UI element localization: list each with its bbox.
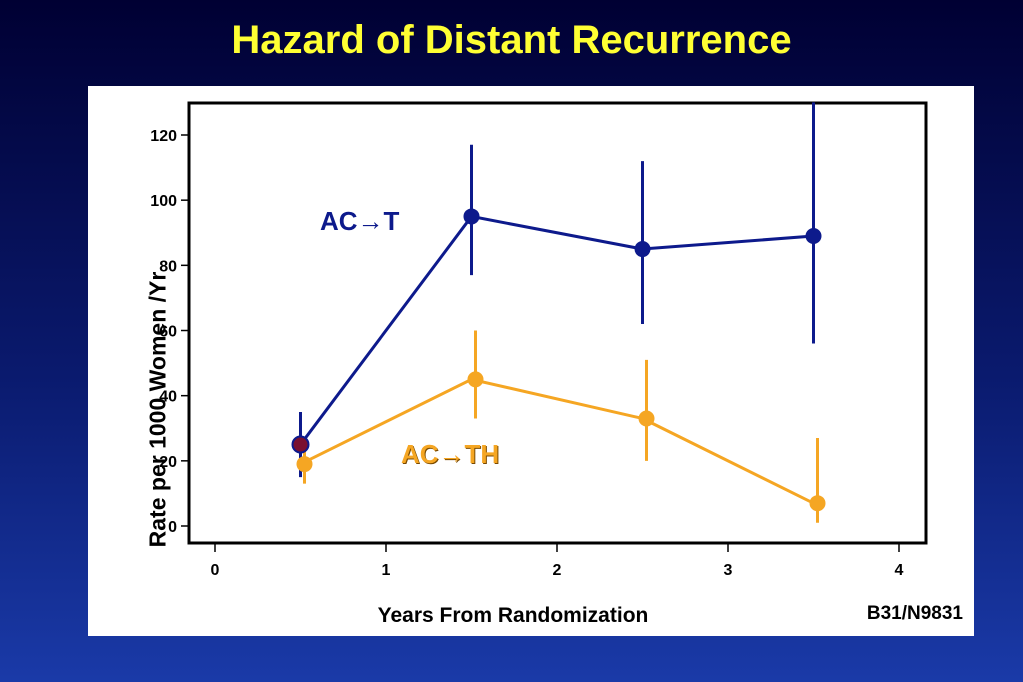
- slide-title: Hazard of Distant Recurrence: [231, 18, 792, 62]
- x-tick-label: 2: [553, 562, 562, 579]
- x-tick-label: 1: [382, 562, 391, 579]
- y-tick-label: 100: [150, 193, 177, 210]
- hazard-line-chart: 0 20 40 60 80 100 120 0 1 2 3 4: [150, 101, 928, 579]
- y-tick-label: 120: [150, 128, 177, 145]
- y-axis-label: Rate per 1000 Women /Yr: [144, 271, 171, 548]
- y-tick-label: 0: [168, 519, 177, 536]
- series-label-act: AC→T: [320, 206, 400, 236]
- x-tick-label: 4: [895, 562, 904, 579]
- series-line: [299, 377, 815, 505]
- x-tick-label: 0: [211, 562, 220, 579]
- data-point: [638, 410, 655, 427]
- y-tick-label: 20: [159, 454, 177, 471]
- y-tick-label: 60: [159, 324, 177, 341]
- data-point: [809, 495, 826, 512]
- data-point: [467, 371, 484, 388]
- data-point: [805, 228, 822, 245]
- chart-panel: 0 20 40 60 80 100 120 0 1 2 3 4 Rate per 1000 Women…: [88, 86, 974, 636]
- y-tick-label: 40: [159, 389, 177, 406]
- y-tick-label: 80: [159, 258, 177, 275]
- data-point: [634, 241, 651, 258]
- data-point: [291, 435, 310, 454]
- data-point: [296, 456, 313, 473]
- series-line: [299, 214, 814, 446]
- series-label-acth: AC→TH: [401, 439, 500, 469]
- data-point: [463, 208, 480, 225]
- source-note: B31/N9831: [866, 603, 963, 624]
- x-axis-label: Years From Randomization: [377, 604, 649, 627]
- x-tick-label: 3: [724, 562, 733, 579]
